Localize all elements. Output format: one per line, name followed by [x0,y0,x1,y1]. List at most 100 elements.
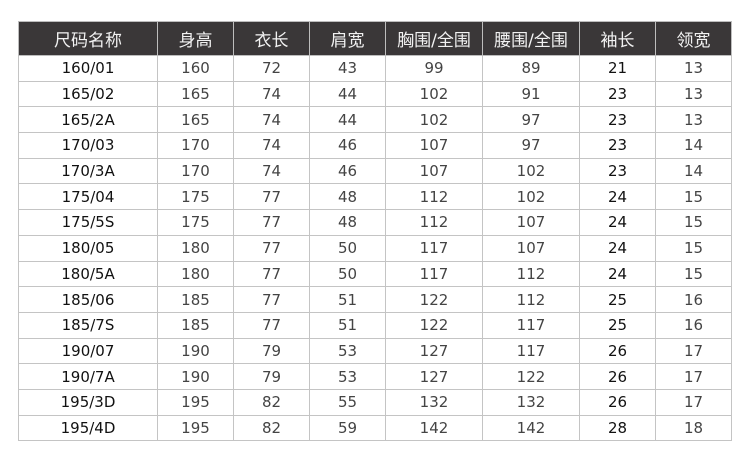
table-cell: 77 [233,234,310,262]
table-cell: 24 [579,260,656,288]
table-cell: 180 [157,260,234,288]
table-cell: 102 [385,106,483,134]
column-header: 领宽 [655,21,732,56]
table-cell: 51 [309,286,386,313]
table-cell: 77 [233,260,310,288]
table-cell: 74 [233,106,310,134]
table-cell: 82 [233,414,310,442]
table-row: 180/5A 180 77 50 117 112 24 15 [18,260,732,288]
table-cell: 122 [385,311,483,339]
table-cell: 122 [385,286,483,313]
column-header: 腰围/全围 [482,21,580,56]
table-cell: 24 [579,183,656,211]
table-cell: 112 [385,183,483,211]
table-cell: 13 [655,80,732,108]
table-cell: 132 [482,388,580,416]
size-chart-table: 尺码名称 身高 衣长 肩宽 胸围/全围 腰围/全围 袖长 领宽 160/01 160 72 43 99… [18,21,732,442]
table-cell: 55 [309,388,386,416]
table-cell: 142 [482,414,580,442]
table-cell: 23 [579,80,656,108]
table-cell: 46 [309,132,386,159]
table-cell: 175/04 [18,183,158,211]
table-cell: 15 [655,260,732,288]
column-header: 衣长 [233,21,310,56]
table-row: 185/06 185 77 51 122 112 25 16 [18,286,732,313]
table-cell: 24 [579,234,656,262]
table-cell: 97 [482,106,580,134]
table-cell: 97 [482,132,580,159]
table-cell: 117 [482,311,580,339]
table-cell: 190 [157,363,234,390]
table-cell: 43 [309,55,386,82]
table-cell: 72 [233,55,310,82]
table-cell: 26 [579,363,656,390]
table-cell: 14 [655,132,732,159]
table-cell: 24 [579,209,656,236]
table-cell: 51 [309,311,386,339]
table-cell: 165/2A [18,106,158,134]
table-row: 165/2A 165 74 44 102 97 23 13 [18,106,732,134]
table-cell: 102 [482,157,580,185]
table-cell: 82 [233,388,310,416]
table-cell: 46 [309,157,386,185]
table-cell: 23 [579,132,656,159]
table-cell: 91 [482,80,580,108]
table-cell: 185/7S [18,311,158,339]
table-cell: 107 [385,132,483,159]
table-cell: 190/7A [18,363,158,390]
table-cell: 127 [385,363,483,390]
table-cell: 127 [385,337,483,365]
table-cell: 142 [385,414,483,442]
table-cell: 117 [482,337,580,365]
table-cell: 74 [233,80,310,108]
table-cell: 26 [579,337,656,365]
table-cell: 132 [385,388,483,416]
column-header: 肩宽 [309,21,386,56]
table-cell: 175 [157,209,234,236]
table-cell: 77 [233,183,310,211]
table-row: 165/02 165 74 44 102 91 23 13 [18,80,732,108]
table-cell: 165 [157,106,234,134]
table-row: 175/5S 175 77 48 112 107 24 15 [18,209,732,236]
table-cell: 59 [309,414,386,442]
table-cell: 195/4D [18,414,158,442]
table-cell: 112 [482,286,580,313]
table-row: 160/01 160 72 43 99 89 21 13 [18,55,732,82]
table-cell: 160 [157,55,234,82]
table-cell: 16 [655,311,732,339]
table-cell: 117 [385,234,483,262]
table-cell: 112 [385,209,483,236]
table-cell: 170 [157,132,234,159]
table-cell: 74 [233,132,310,159]
table-cell: 13 [655,55,732,82]
column-header: 身高 [157,21,234,56]
table-cell: 77 [233,209,310,236]
table-row: 185/7S 185 77 51 122 117 25 16 [18,311,732,339]
table-cell: 17 [655,388,732,416]
table-cell: 190/07 [18,337,158,365]
table-row: 170/03 170 74 46 107 97 23 14 [18,132,732,159]
table-cell: 23 [579,106,656,134]
table-cell: 102 [482,183,580,211]
table-cell: 74 [233,157,310,185]
table-cell: 170 [157,157,234,185]
table-cell: 180/05 [18,234,158,262]
table-cell: 25 [579,311,656,339]
table-cell: 89 [482,55,580,82]
table-cell: 102 [385,80,483,108]
table-cell: 165/02 [18,80,158,108]
table-cell: 23 [579,157,656,185]
table-cell: 53 [309,337,386,365]
table-cell: 185/06 [18,286,158,313]
table-cell: 15 [655,209,732,236]
table-cell: 16 [655,286,732,313]
table-cell: 170/03 [18,132,158,159]
table-cell: 185 [157,286,234,313]
table-cell: 160/01 [18,55,158,82]
table-cell: 180 [157,234,234,262]
table-cell: 122 [482,363,580,390]
table-cell: 18 [655,414,732,442]
table-cell: 77 [233,311,310,339]
table-cell: 79 [233,337,310,365]
table-cell: 44 [309,80,386,108]
